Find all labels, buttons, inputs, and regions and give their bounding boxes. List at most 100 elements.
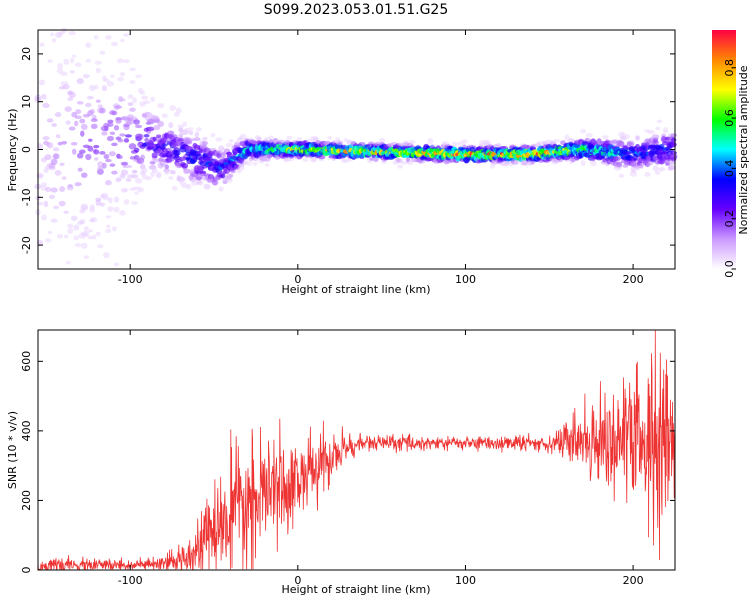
x-tick-label: 100 <box>455 574 476 587</box>
spectrogram-cell <box>427 137 434 145</box>
spectrogram-cell <box>61 176 67 180</box>
spectrogram-cell <box>228 138 234 143</box>
spectrogram-cell <box>105 158 112 163</box>
spectrogram-cell <box>53 205 60 210</box>
spectrogram-cell <box>630 166 636 173</box>
spectrogram-cell <box>115 177 122 182</box>
snr-y-axis-label: SNR (10 * v/v) <box>6 411 19 489</box>
spectrogram-cell <box>109 131 116 136</box>
spectrogram-cell <box>115 117 122 124</box>
spectrogram-cell <box>521 159 529 166</box>
spectrogram-cells <box>34 27 678 267</box>
spectrogram-cell <box>661 133 667 138</box>
spectrogram-cell <box>119 71 126 77</box>
spectrogram-cell <box>40 182 48 187</box>
spectrogram-cell <box>81 242 88 249</box>
spectrogram-cell <box>622 144 629 150</box>
spectrogram-cell <box>161 113 168 119</box>
y-tick-label: 10 <box>20 95 33 109</box>
spectrogram-cell <box>164 164 169 170</box>
spectrogram-cell <box>265 163 270 167</box>
spectrogram-cell <box>99 107 106 114</box>
spectrogram-cell <box>89 109 95 114</box>
spectrogram-cell <box>101 84 108 92</box>
spectrogram-cell <box>80 123 88 131</box>
spectrogram-cell <box>39 42 45 47</box>
spectrogram-cell <box>567 137 575 144</box>
colorbar-ticks: 0.0 0.2 0.4 0.6 0.8 <box>723 59 736 278</box>
spectrogram-cell <box>135 74 142 78</box>
spectrogram-cell <box>553 138 561 143</box>
spectrogram-cell <box>111 170 118 175</box>
spectrogram-cell <box>518 156 524 163</box>
spectrogram-cell <box>111 110 118 116</box>
spectrogram-cell <box>97 166 104 171</box>
spectrogram-cell <box>157 103 165 109</box>
spectrogram-cell <box>105 34 112 40</box>
spectrogram-cell <box>108 197 113 204</box>
spectrogram-cell <box>211 179 219 186</box>
spectrogram-cell <box>90 123 98 129</box>
spectrogram-cell <box>83 230 90 237</box>
spectrogram-cell <box>141 167 148 174</box>
snr-frame <box>37 329 676 571</box>
spectrogram-cell <box>44 238 52 243</box>
spectrogram-cell <box>327 136 333 140</box>
spectrogram-cell <box>668 160 676 165</box>
spectrogram-cell <box>178 133 184 139</box>
spectrogram-cell <box>215 137 223 142</box>
spectrogram-cell <box>99 50 106 55</box>
spectrogram-cell <box>218 186 224 192</box>
spectrogram-cell <box>87 235 94 240</box>
spectrogram-cell <box>153 125 161 131</box>
spectrogram-cell <box>51 123 57 127</box>
spectrogram-cell <box>189 177 197 182</box>
spectrogram-cell <box>57 62 64 70</box>
spectrogram-cell <box>79 218 86 225</box>
spectrogram-cell <box>371 153 377 158</box>
spectrogram-cell <box>397 164 403 169</box>
spectrogram-cell <box>93 149 100 155</box>
spectrogram-cell <box>113 262 120 267</box>
spectrogram-cell <box>87 145 94 152</box>
spectrogram-cell <box>123 199 130 205</box>
spectrogram-cell <box>286 135 293 140</box>
spectrogram-cell <box>208 150 214 156</box>
spectrogram-cell <box>135 124 143 129</box>
spectrogram-cell <box>123 138 130 143</box>
spectrogram-cell <box>653 138 659 144</box>
spectrogram-cell <box>125 177 132 183</box>
spectrogram-cell <box>174 152 180 156</box>
spectrogram-cell <box>97 161 104 168</box>
spectrogram-cell <box>99 202 106 207</box>
spectrogram-cell <box>71 54 77 58</box>
snr-x-ticks: -100 0 100 200 <box>118 330 644 587</box>
spectrogram-cell <box>77 167 83 172</box>
spectrogram-cell <box>163 168 171 172</box>
spectrogram-cell <box>347 139 353 144</box>
colorbar-gradient <box>712 30 736 269</box>
colorbar-tick-label: 0.6 <box>723 109 736 127</box>
spectrogram-cell <box>54 112 62 118</box>
spectrogram-cell <box>65 260 71 265</box>
spectrogram-cell <box>59 185 66 193</box>
spectrogram-cell <box>67 97 74 102</box>
spectrogram-cell <box>57 141 63 146</box>
spectrogram-cell <box>210 132 216 138</box>
spectrogram-cell <box>42 136 50 141</box>
spectrogram-cell <box>85 58 92 63</box>
spectrogram-cell <box>150 161 156 165</box>
spectrogram-cell <box>168 122 174 129</box>
spectrogram-cell <box>274 155 280 160</box>
spectrogram-cell <box>177 137 185 142</box>
spectrogram-cell <box>245 160 253 166</box>
spectrogram-cell <box>145 112 153 117</box>
y-tick-label: 20 <box>20 47 33 61</box>
spectrogram-cell <box>161 143 168 147</box>
spectrogram-cell <box>119 209 126 216</box>
spectrogram-cell <box>618 173 625 178</box>
spectrogram-cell <box>116 77 125 82</box>
spectrogram-cell <box>92 234 97 240</box>
spectrogram-cell <box>252 161 258 167</box>
